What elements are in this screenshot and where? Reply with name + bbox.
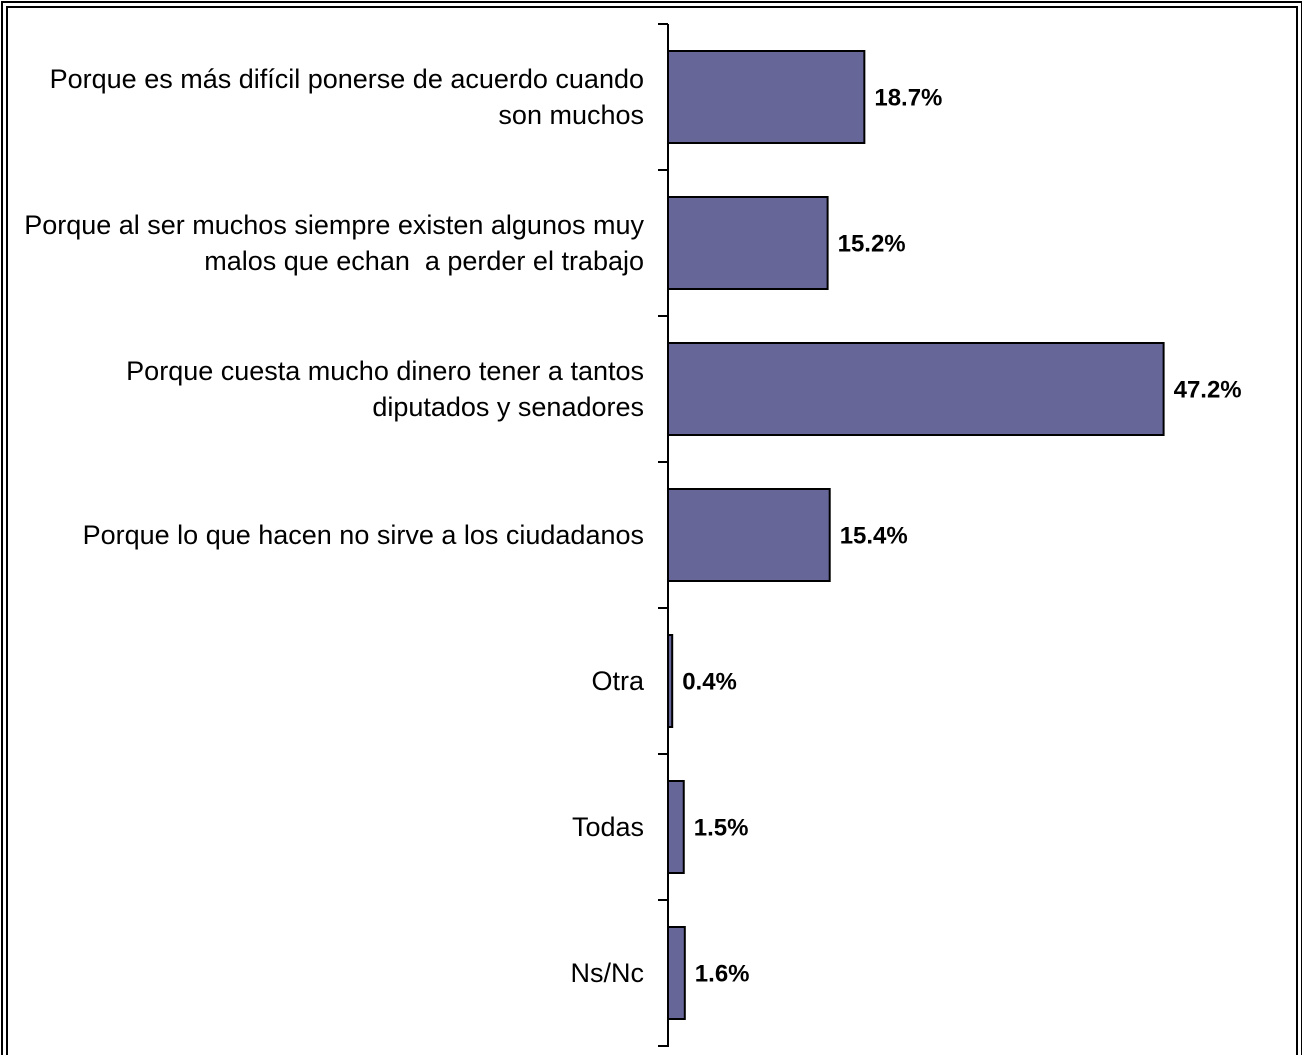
inner-frame [6,6,1298,1055]
value-label: 15.4% [840,522,908,549]
category-label: Porque al ser muchos siempre existen alg… [24,210,652,276]
category-label: Ns/Nc [570,958,645,988]
value-label: 18.7% [874,84,942,111]
bar [667,926,686,1020]
value-label: 1.6% [695,960,750,987]
value-label: 47.2% [1174,376,1242,403]
value-label: 15.2% [838,230,906,257]
category-label: Porque cuesta mucho dinero tener a tanto… [126,356,652,422]
category-label: Otra [591,666,644,696]
bar [667,780,685,874]
bar [667,196,829,290]
bar [667,50,866,144]
bar [667,342,1165,436]
category-label: Porque lo que hacen no sirve a los ciuda… [82,520,644,550]
value-label: 1.5% [694,814,749,841]
value-label: 0.4% [682,668,737,695]
category-label: Porque es más difícil ponerse de acuerdo… [49,64,652,130]
bar [667,488,831,582]
category-label: Todas [571,812,644,842]
bar [667,634,674,728]
